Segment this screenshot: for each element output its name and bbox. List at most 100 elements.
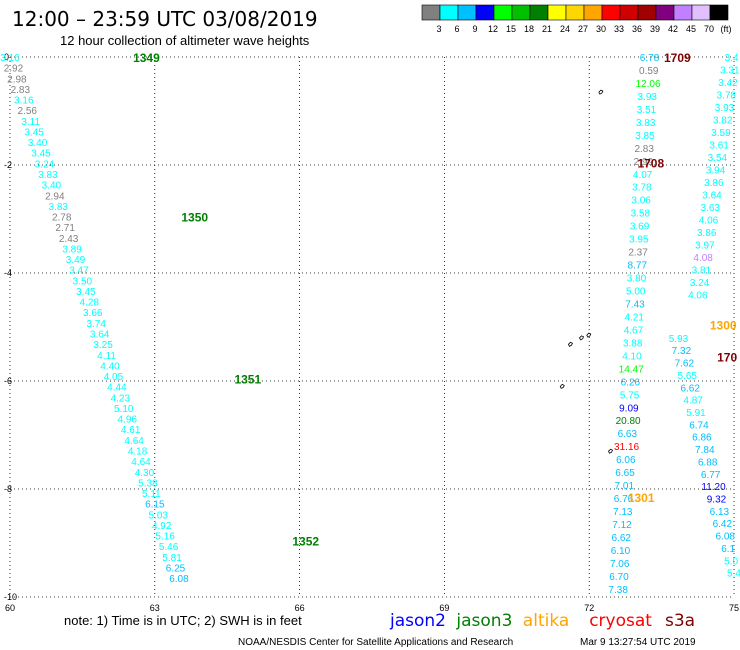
wave-height-label: 4.07 (633, 170, 653, 181)
wave-height-label: 6.65 (615, 468, 635, 479)
x-tick-label: 69 (439, 603, 449, 613)
wave-height-label: 2.98 (7, 74, 27, 85)
wave-height-label: 3.40 (42, 181, 62, 192)
wave-height-label: 2.99 (634, 157, 654, 168)
wave-height-label: 6.08 (169, 574, 189, 585)
wave-height-label: 5.75 (620, 390, 640, 401)
wave-height-label: 3.95 (629, 235, 649, 246)
wave-height-label: 5.46 (159, 542, 179, 553)
wave-height-label: 5.91 (686, 408, 706, 419)
island-outline (586, 332, 592, 338)
colorbar-label: 33 (614, 24, 624, 34)
wave-height-label: 14.47 (619, 364, 644, 375)
pass-time-label: 1351 (234, 372, 261, 386)
wave-height-label: 3.51 (637, 105, 657, 116)
colorbar-swatch (691, 4, 711, 21)
wave-height-label: 4.10 (622, 351, 642, 362)
island-outline (567, 341, 573, 347)
wave-height-label: 7.06 (610, 559, 630, 570)
wave-height-label: 3.93 (638, 92, 658, 103)
wave-height-label: 5.0 (724, 556, 738, 567)
wave-height-label: 5.00 (626, 287, 646, 298)
wave-height-label: 3.81 (692, 266, 712, 277)
colorbar-label: 21 (542, 24, 552, 34)
wave-height-label: 9.32 (707, 495, 727, 506)
wave-height-label: 6.1 (721, 544, 735, 555)
wave-height-label: 2.43 (59, 234, 79, 245)
wave-height-label: 6.78 (640, 53, 660, 64)
legend-jason3: jason3 (455, 611, 512, 631)
pass-time-label: 1352 (292, 534, 319, 548)
wave-height-label: 3.83 (49, 202, 69, 213)
wave-height-label: 9.09 (619, 403, 639, 414)
island-outline (608, 448, 614, 454)
wave-height-label: 5.4 (727, 569, 740, 580)
wave-height-label: 6.26 (621, 377, 641, 388)
wave-height-label: 2.56 (18, 106, 38, 117)
y-tick-label: -2 (4, 160, 12, 170)
colorbar-swatch (475, 4, 495, 21)
wave-height-label: 4.44 (107, 383, 127, 394)
colorbar-swatch (547, 4, 567, 21)
wave-height-label: 6.77 (701, 470, 721, 481)
wave-height-label: 3.45 (24, 127, 44, 138)
wave-height-label: 2.83 (11, 85, 31, 96)
wave-height-label: 11.20 (701, 482, 726, 493)
wave-height-label: 3.11 (21, 117, 40, 128)
wave-height-label: 4.30 (135, 468, 155, 479)
pass-time-label: 1709 (664, 51, 691, 65)
wave-height-label: 5.03 (149, 510, 169, 521)
wave-height-label: 3.78 (717, 91, 737, 102)
wave-height-label: 6.76 (614, 494, 634, 505)
wave-height-label: 4.64 (131, 457, 151, 468)
colorbar-swatch (673, 4, 693, 21)
wave-height-label: 6.63 (618, 429, 638, 440)
colorbar-label: 3 (436, 24, 441, 34)
colorbar-swatch (619, 4, 639, 21)
footer-timestamp: Mar 9 13:27:54 UTC 2019 (580, 637, 696, 648)
footer-note: note: 1) Time is in UTC; 2) SWH is in fe… (64, 613, 302, 628)
colorbar-label: 6 (454, 24, 459, 34)
wave-height-label: 3.97 (695, 241, 715, 252)
colorbar-label: 24 (560, 24, 570, 34)
wave-height-label: 3.61 (709, 141, 729, 152)
wave-height-label: 3.94 (706, 166, 726, 177)
legend-jason2: jason2 (389, 611, 446, 631)
wave-height-label: 31.16 (614, 442, 639, 453)
wave-height-label: 3.16 (14, 96, 34, 107)
wave-height-label: 2.94 (45, 191, 65, 202)
wave-height-label: 3.45 (76, 287, 96, 298)
wave-height-label: 3.25 (93, 340, 113, 351)
colorbar-label: 30 (596, 24, 606, 34)
pass-time-labels: 1349 1350 1351 1352 1709 1708 1300 170 1301 (133, 51, 737, 548)
wave-height-label: 4.18 (128, 446, 148, 457)
wave-height-label: 3.86 (704, 178, 724, 189)
wave-height-label: 5.65 (678, 371, 698, 382)
wave-height-label: 12.06 (635, 79, 660, 90)
wave-height-values: 3.162.922.982.833.162.563.113.453.403.45… (0, 53, 740, 596)
wave-height-label: 7.12 (612, 520, 632, 531)
pass-time-label: 1349 (133, 51, 160, 65)
wave-height-label: 6.62 (680, 383, 700, 394)
x-tick-label: 66 (295, 603, 305, 613)
wave-height-label: 5.16 (155, 532, 175, 543)
wave-height-label: 20.80 (616, 416, 641, 427)
wave-height-label: 3.63 (701, 203, 721, 214)
wave-height-label: 3.89 (62, 244, 82, 255)
wave-height-label: 3.88 (623, 338, 643, 349)
lat-lon-grid (9, 56, 735, 598)
island-outline (559, 383, 565, 389)
wave-height-label: 4.05 (104, 372, 124, 383)
wave-height-label: 3.82 (713, 116, 733, 127)
wave-height-label: 3.78 (632, 183, 652, 194)
wave-height-label: 7.62 (675, 359, 695, 370)
wave-height-label: 7.84 (695, 445, 715, 456)
x-tick-label: 60 (5, 603, 15, 613)
wave-height-label: 4.61 (121, 425, 141, 436)
colorbar-swatch (709, 4, 729, 21)
pass-time-label: 170 (717, 351, 737, 365)
colorbar-label: 15 (506, 24, 516, 34)
wave-height-label: 3.49 (66, 255, 86, 266)
wave-height-label: 2.71 (55, 223, 75, 234)
